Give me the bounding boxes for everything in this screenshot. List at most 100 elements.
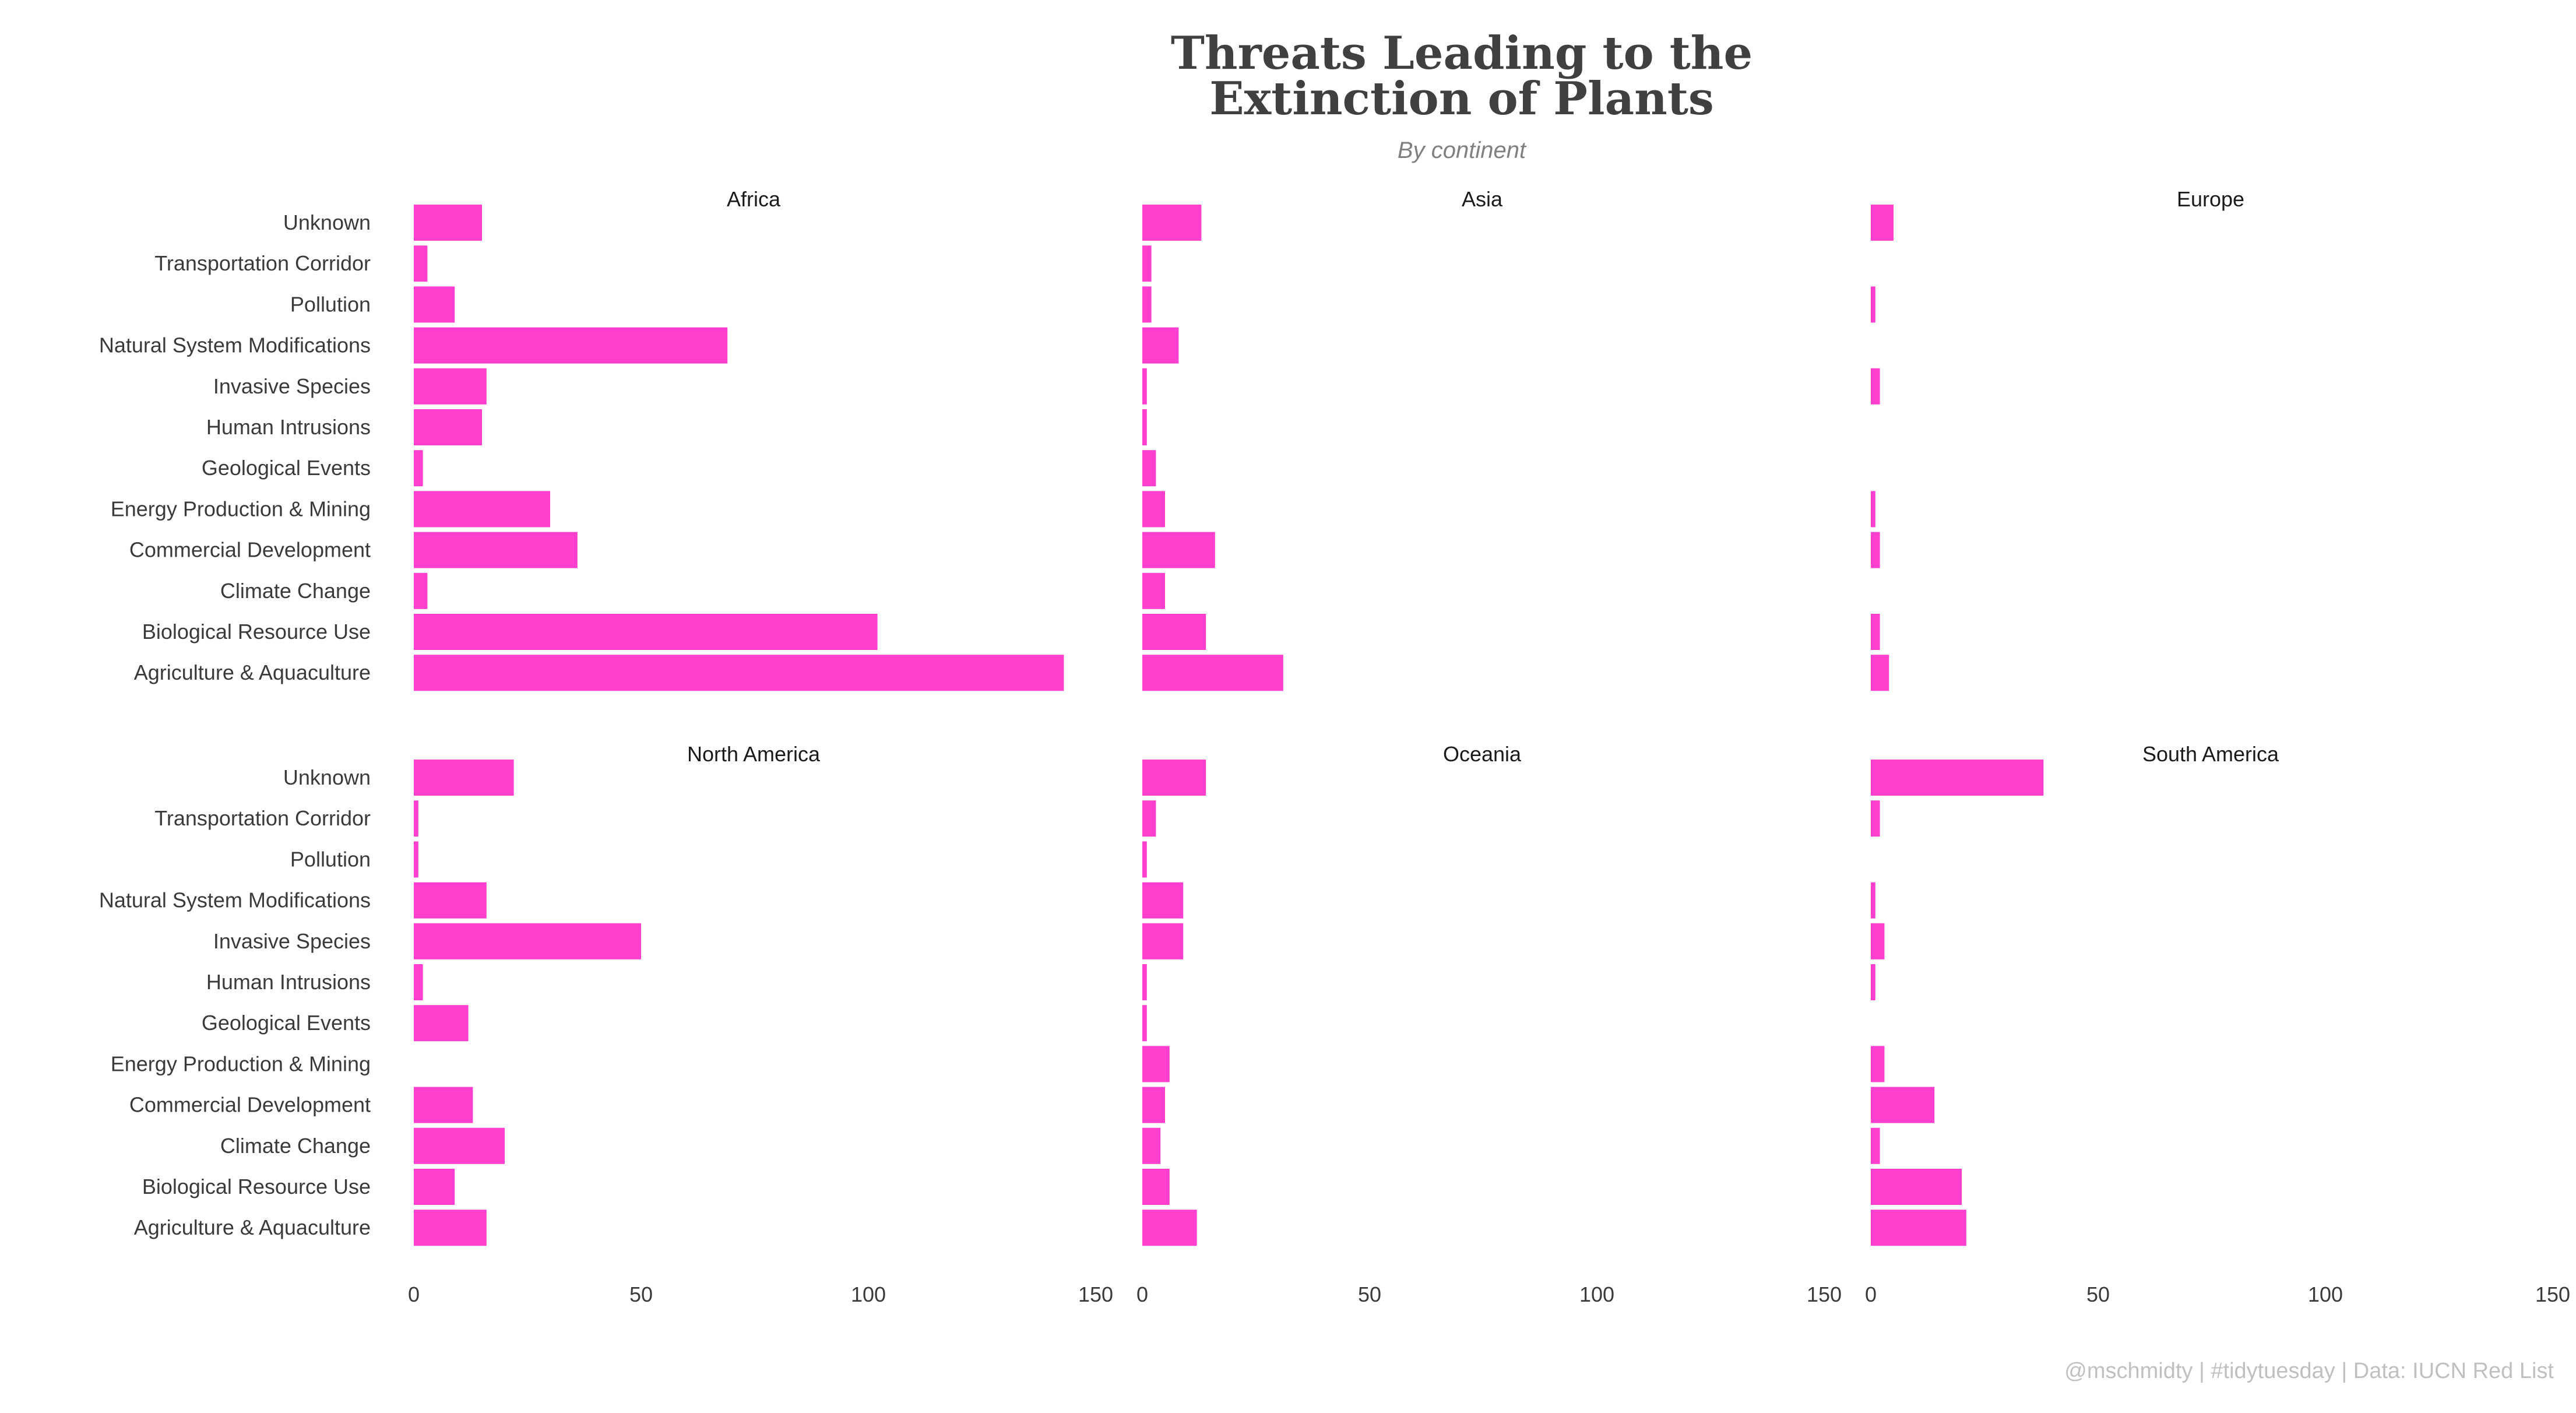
bar-africa-geological-events — [414, 450, 423, 487]
bar-north-america-unknown — [414, 760, 514, 796]
category-label-transportation-corridor: Transportation Corridor — [154, 251, 371, 275]
category-label-human-intrusions: Human Intrusions — [206, 970, 371, 994]
category-label-natural-system-modifications: Natural System Modifications — [99, 333, 371, 357]
panel-title-oceania: Oceania — [1443, 742, 1522, 766]
bar-africa-energy-production-and-mining — [414, 491, 550, 528]
chart-caption: @mschmidty | #tidytuesday | Data: IUCN R… — [2064, 1359, 2554, 1383]
chart-subtitle: By continent — [1398, 138, 1527, 163]
bar-europe-unknown — [1871, 205, 1894, 241]
bar-south-america-biological-resource-use — [1871, 1169, 1962, 1205]
bar-south-america-energy-production-and-mining — [1871, 1046, 1885, 1082]
x-tick-label-south-america-100: 100 — [2308, 1282, 2343, 1306]
bar-asia-human-intrusions — [1142, 409, 1147, 445]
bar-north-america-invasive-species — [414, 923, 641, 959]
bar-africa-pollution — [414, 286, 455, 323]
bar-south-america-human-intrusions — [1871, 964, 1875, 1000]
bar-oceania-unknown — [1142, 760, 1206, 796]
bar-asia-commercial-development — [1142, 532, 1215, 568]
bar-oceania-agriculture-and-aquaculture — [1142, 1210, 1197, 1246]
panel-title-south-america: South America — [2142, 742, 2279, 766]
panel-south-america: South America — [1871, 742, 2279, 1246]
bar-north-america-geological-events — [414, 1005, 469, 1042]
panel-asia: Asia — [1142, 187, 1503, 691]
bar-asia-energy-production-and-mining — [1142, 491, 1165, 528]
bar-oceania-natural-system-modifications — [1142, 882, 1184, 919]
bar-africa-unknown — [414, 205, 482, 241]
bar-north-america-agriculture-and-aquaculture — [414, 1210, 487, 1246]
bar-oceania-transportation-corridor — [1142, 800, 1156, 837]
bar-oceania-energy-production-and-mining — [1142, 1046, 1170, 1082]
chart-title-line-2: Extinction of Plants — [1209, 72, 1714, 125]
bar-south-america-natural-system-modifications — [1871, 882, 1875, 919]
category-label-commercial-development: Commercial Development — [129, 1093, 371, 1117]
category-label-invasive-species: Invasive Species — [213, 374, 371, 398]
category-label-commercial-development: Commercial Development — [129, 538, 371, 562]
bar-asia-pollution — [1142, 286, 1152, 323]
bar-asia-transportation-corridor — [1142, 245, 1152, 282]
panel-title-africa: Africa — [727, 187, 781, 211]
category-label-energy-production-and-mining: Energy Production & Mining — [111, 497, 371, 521]
panel-north-america: North America — [414, 742, 821, 1246]
category-label-energy-production-and-mining: Energy Production & Mining — [111, 1052, 371, 1075]
bar-asia-biological-resource-use — [1142, 614, 1206, 650]
bar-asia-climate-change — [1142, 572, 1165, 609]
bar-europe-invasive-species — [1871, 368, 1880, 405]
category-label-pollution: Pollution — [290, 847, 371, 871]
bar-oceania-commercial-development — [1142, 1087, 1165, 1123]
category-label-transportation-corridor: Transportation Corridor — [154, 806, 371, 830]
bar-north-america-transportation-corridor — [414, 800, 418, 837]
bar-africa-human-intrusions — [414, 409, 482, 445]
category-label-biological-resource-use: Biological Resource Use — [142, 1175, 371, 1198]
panel-title-north-america: North America — [687, 742, 821, 766]
category-label-invasive-species: Invasive Species — [213, 929, 371, 953]
category-label-climate-change: Climate Change — [220, 579, 371, 603]
x-tick-label-south-america-150: 150 — [2535, 1282, 2570, 1306]
x-tick-label-north-america-0: 0 — [408, 1282, 420, 1306]
category-label-geological-events: Geological Events — [202, 456, 371, 480]
panel-africa: Africa — [414, 187, 1064, 691]
bar-north-america-pollution — [414, 841, 418, 878]
panel-title-asia: Asia — [1462, 187, 1503, 211]
x-tick-label-south-america-50: 50 — [2086, 1282, 2110, 1306]
bar-europe-commercial-development — [1871, 532, 1880, 568]
category-label-climate-change: Climate Change — [220, 1134, 371, 1158]
bar-oceania-pollution — [1142, 841, 1147, 878]
x-tick-label-north-america-150: 150 — [1078, 1282, 1113, 1306]
bar-south-america-invasive-species — [1871, 923, 1885, 959]
panel-title-europe: Europe — [2177, 187, 2244, 211]
bar-north-america-human-intrusions — [414, 964, 423, 1000]
bar-asia-natural-system-modifications — [1142, 327, 1179, 364]
bar-asia-unknown — [1142, 205, 1202, 241]
bar-europe-pollution — [1871, 286, 1875, 323]
x-tick-label-oceania-0: 0 — [1136, 1282, 1148, 1306]
x-tick-label-south-america-0: 0 — [1865, 1282, 1877, 1306]
bar-asia-agriculture-and-aquaculture — [1142, 655, 1283, 691]
bar-africa-commercial-development — [414, 532, 578, 568]
bar-north-america-natural-system-modifications — [414, 882, 487, 919]
bar-south-america-unknown — [1871, 760, 2044, 796]
bar-africa-agriculture-and-aquaculture — [414, 655, 1064, 691]
bar-north-america-commercial-development — [414, 1087, 473, 1123]
panel-europe: Europe — [1871, 187, 2244, 691]
plot-area: Africa Unknown Transportation Corridor Poll… — [99, 187, 2570, 1306]
category-label-geological-events: Geological Events — [202, 1011, 371, 1035]
category-label-agriculture-and-aquaculture: Agriculture & Aquaculture — [134, 660, 371, 684]
bar-europe-biological-resource-use — [1871, 614, 1880, 650]
bar-south-america-transportation-corridor — [1871, 800, 1880, 837]
bar-europe-agriculture-and-aquaculture — [1871, 655, 1889, 691]
category-label-natural-system-modifications: Natural System Modifications — [99, 888, 371, 912]
x-tick-label-oceania-150: 150 — [1807, 1282, 1842, 1306]
bar-south-america-agriculture-and-aquaculture — [1871, 1210, 1966, 1246]
category-label-agriculture-and-aquaculture: Agriculture & Aquaculture — [134, 1215, 371, 1239]
bar-north-america-biological-resource-use — [414, 1169, 455, 1205]
bar-oceania-invasive-species — [1142, 923, 1184, 959]
bar-africa-biological-resource-use — [414, 614, 878, 650]
chart-title-line-1: Threats Leading to the — [1171, 27, 1752, 80]
x-tick-label-north-america-50: 50 — [629, 1282, 653, 1306]
bar-oceania-biological-resource-use — [1142, 1169, 1170, 1205]
bar-south-america-commercial-development — [1871, 1087, 1935, 1123]
category-label-human-intrusions: Human Intrusions — [206, 415, 371, 439]
panel-oceania: Oceania — [1142, 742, 1522, 1246]
bar-europe-energy-production-and-mining — [1871, 491, 1875, 528]
